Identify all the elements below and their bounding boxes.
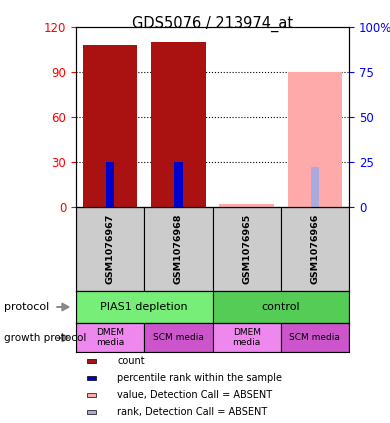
Bar — [76, 207, 144, 291]
Bar — [87, 359, 96, 363]
Bar — [213, 324, 281, 352]
Text: protocol: protocol — [4, 302, 49, 312]
Bar — [219, 204, 274, 207]
Text: count: count — [117, 356, 145, 366]
Bar — [213, 207, 281, 291]
Bar — [281, 324, 349, 352]
Text: SCM media: SCM media — [153, 333, 204, 342]
Bar — [87, 393, 96, 397]
Text: GDS5076 / 213974_at: GDS5076 / 213974_at — [132, 16, 293, 32]
Text: GSM1076966: GSM1076966 — [310, 214, 319, 284]
Bar — [288, 72, 342, 207]
Text: growth protocol: growth protocol — [4, 333, 86, 343]
Bar — [144, 324, 213, 352]
Bar — [76, 324, 144, 352]
Text: DMEM
media: DMEM media — [232, 328, 261, 347]
Bar — [174, 162, 183, 207]
Text: GSM1076967: GSM1076967 — [106, 214, 115, 284]
Text: SCM media: SCM media — [289, 333, 340, 342]
Bar — [311, 168, 319, 207]
Text: value, Detection Call = ABSENT: value, Detection Call = ABSENT — [117, 390, 272, 400]
Bar — [106, 162, 114, 207]
Text: DMEM
media: DMEM media — [96, 328, 124, 347]
Bar — [144, 207, 213, 291]
Bar — [281, 207, 349, 291]
Text: control: control — [261, 302, 300, 312]
Bar — [213, 291, 349, 324]
Bar — [151, 42, 206, 207]
Text: GSM1076968: GSM1076968 — [174, 214, 183, 284]
Bar — [83, 45, 137, 207]
Text: rank, Detection Call = ABSENT: rank, Detection Call = ABSENT — [117, 407, 267, 418]
Text: GSM1076965: GSM1076965 — [242, 214, 251, 284]
Bar — [76, 291, 213, 324]
Bar — [87, 376, 96, 380]
Text: PIAS1 depletion: PIAS1 depletion — [101, 302, 188, 312]
Bar — [87, 410, 96, 414]
Text: percentile rank within the sample: percentile rank within the sample — [117, 373, 282, 383]
